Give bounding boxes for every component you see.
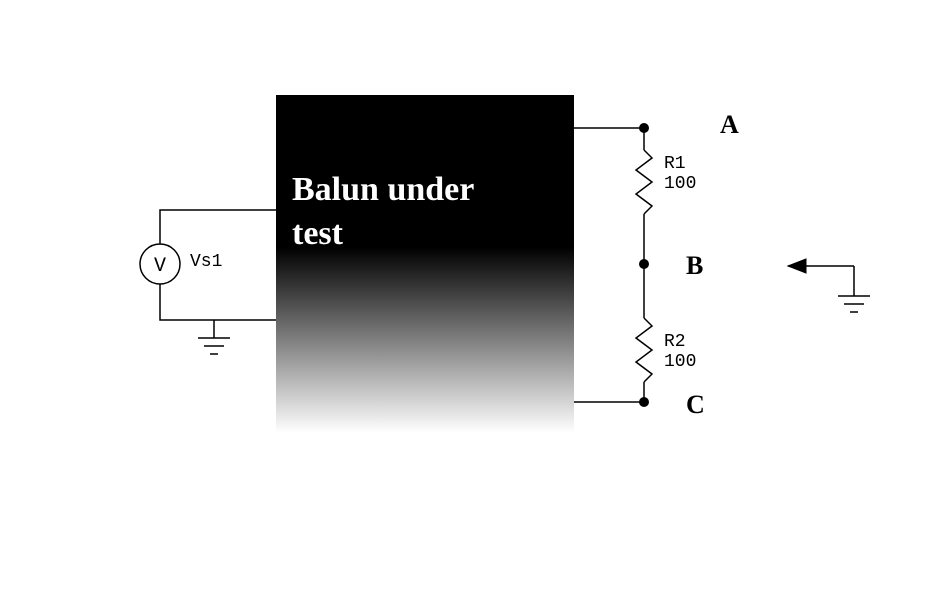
circuit-wiring: V <box>0 0 934 604</box>
node-b-dot <box>639 259 649 269</box>
voltmeter-letter: V <box>154 255 166 278</box>
node-c-label: C <box>686 390 705 420</box>
node-b-label: B <box>686 251 703 281</box>
r1-value: 100 <box>664 174 696 194</box>
node-c-dot <box>639 397 649 407</box>
source-label: Vs1 <box>190 252 222 272</box>
r2-value: 100 <box>664 352 696 372</box>
r2-name: R2 <box>664 332 686 352</box>
r1-name: R1 <box>664 154 686 174</box>
node-a-dot <box>639 123 649 133</box>
node-a-label: A <box>720 110 739 140</box>
